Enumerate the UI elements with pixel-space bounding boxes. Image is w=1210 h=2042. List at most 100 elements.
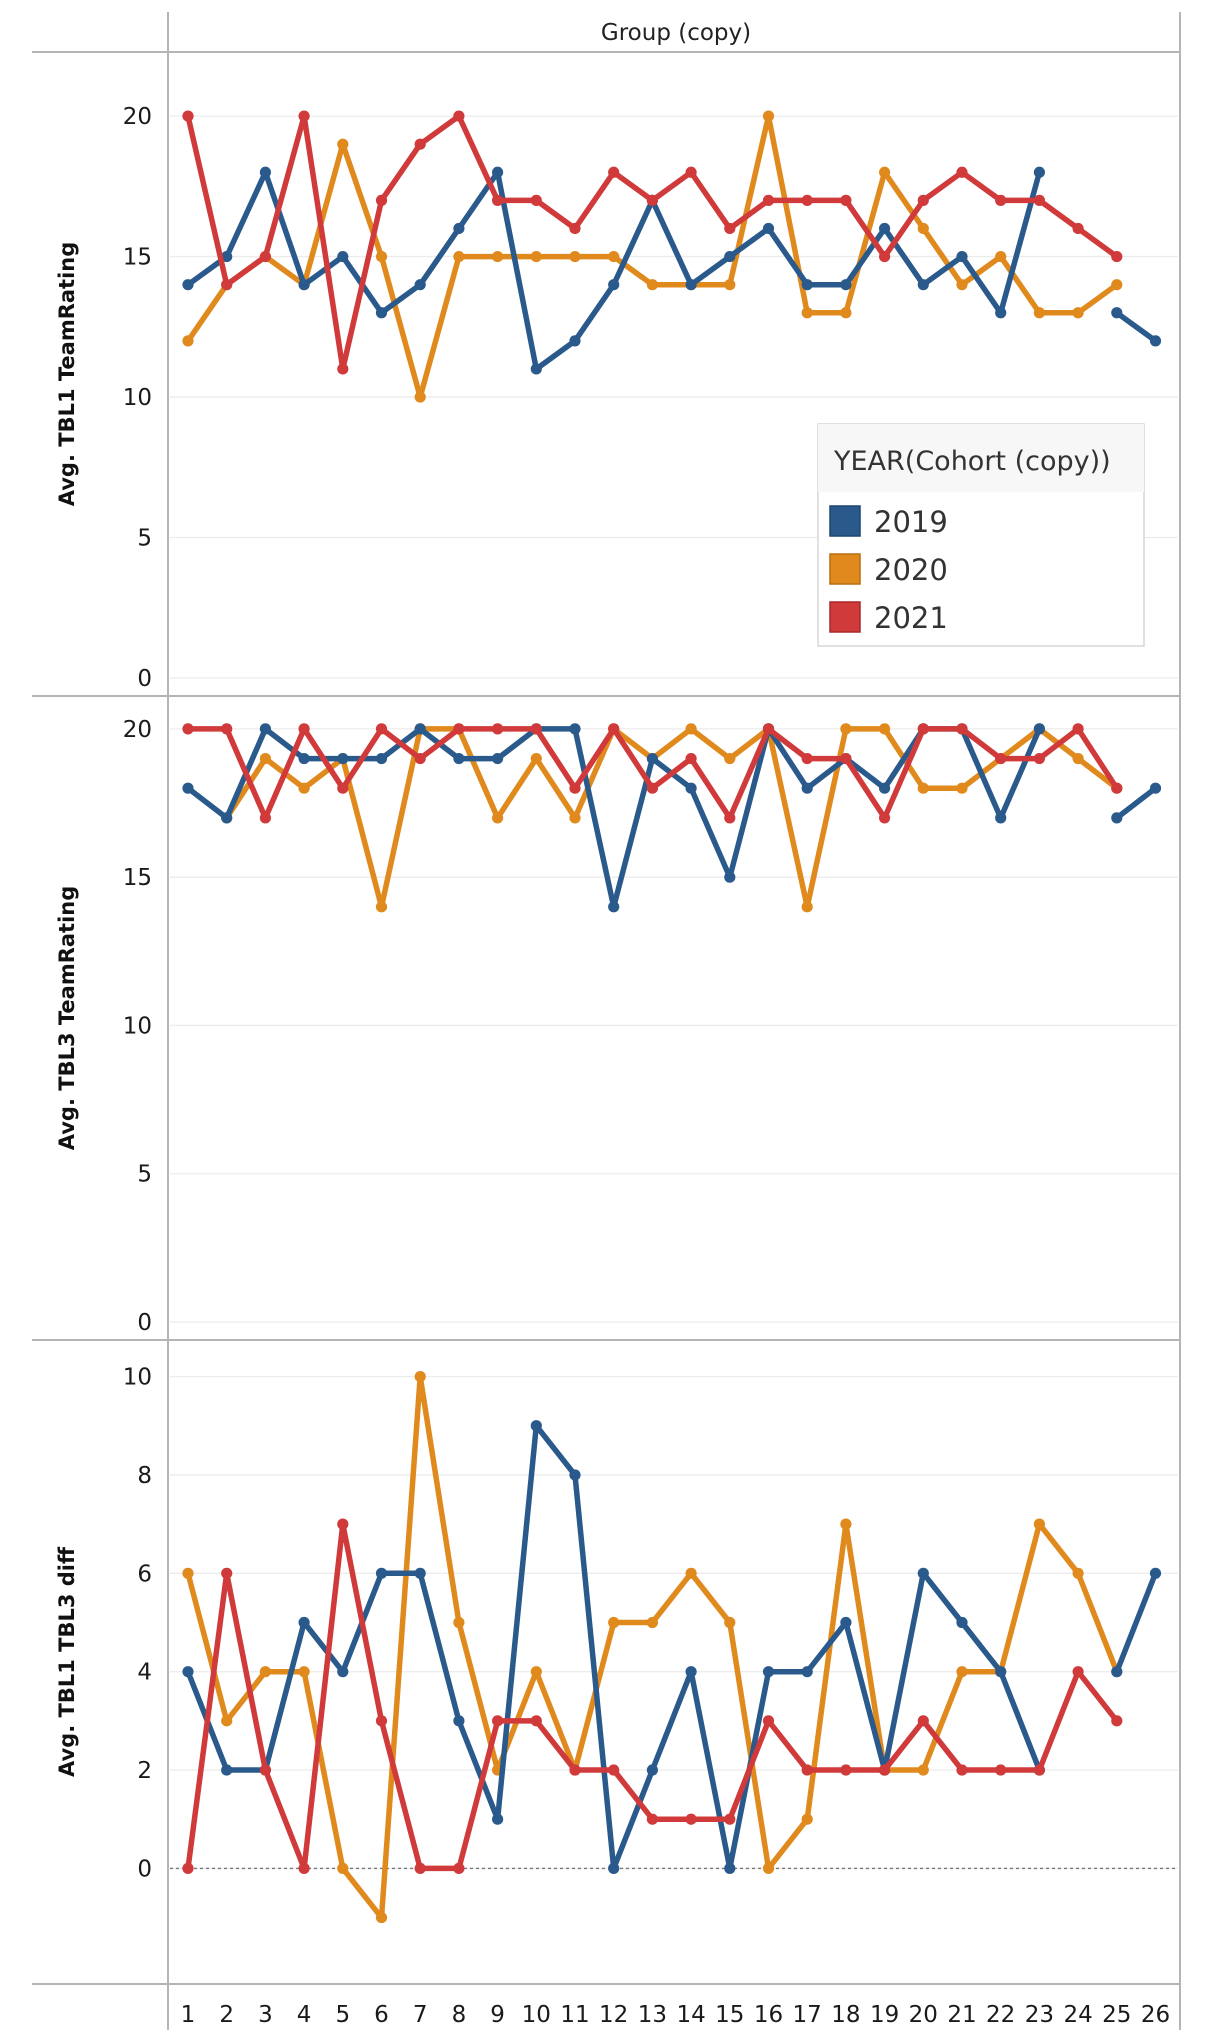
x-tick-label: 12 [599, 2002, 628, 2028]
data-point [453, 1616, 465, 1629]
data-point [917, 1567, 929, 1579]
y-tick-label: 10 [123, 1013, 152, 1039]
data-point [414, 752, 426, 765]
data-point [1072, 723, 1084, 735]
data-point [1149, 335, 1162, 347]
data-point [337, 1862, 349, 1874]
data-point [530, 194, 542, 206]
data-point [1111, 782, 1123, 794]
data-point [453, 110, 465, 122]
data-point [917, 1764, 929, 1776]
data-point [375, 250, 388, 263]
series-line-2020 [223, 726, 1120, 910]
data-point [879, 1764, 891, 1776]
data-point [530, 752, 542, 765]
data-point [569, 335, 581, 347]
legend-label-2019: 2019 [874, 505, 948, 539]
y-tick-label: 0 [137, 1856, 152, 1882]
data-point [530, 723, 542, 735]
data-point [608, 166, 620, 178]
data-point [221, 250, 233, 263]
data-point [414, 1862, 426, 1874]
data-point [492, 723, 504, 735]
data-point [492, 250, 504, 263]
x-tick-label: 25 [1102, 2002, 1131, 2028]
data-point [801, 307, 813, 319]
y-tick-label: 0 [137, 1310, 152, 1336]
legend-label-2020: 2020 [874, 553, 948, 587]
data-point [182, 782, 194, 794]
data-point [530, 363, 542, 375]
data-point [569, 812, 581, 824]
data-point [1033, 166, 1045, 178]
data-point [801, 782, 813, 794]
y-tick-label: 2 [137, 1758, 152, 1784]
data-point [685, 166, 697, 178]
data-point [569, 723, 581, 735]
data-point [608, 901, 620, 913]
data-point [917, 1715, 929, 1727]
data-point [182, 279, 194, 291]
y-tick-label: 15 [123, 245, 152, 271]
data-point [569, 1469, 581, 1481]
data-point [259, 166, 271, 178]
data-point [182, 335, 194, 347]
data-point [840, 1616, 852, 1629]
data-point [995, 1764, 1007, 1776]
data-point [182, 1567, 194, 1579]
series-line-2019 [1114, 310, 1159, 344]
data-point [646, 752, 659, 765]
data-point [259, 812, 271, 824]
data-point [1111, 812, 1123, 824]
data-point [995, 250, 1007, 263]
x-tick-label: 7 [413, 2002, 428, 2028]
series-2020 [182, 1370, 1123, 1924]
data-point [530, 250, 542, 263]
data-point [492, 752, 504, 765]
data-point [492, 194, 504, 206]
y-tick-label: 10 [123, 1365, 152, 1391]
legend-swatch-2019 [829, 505, 861, 537]
data-point [492, 812, 504, 824]
data-point [801, 1764, 813, 1776]
data-point [1072, 752, 1084, 765]
data-point [608, 1862, 620, 1874]
x-tick-label: 13 [638, 2002, 667, 2028]
data-point [879, 222, 891, 235]
data-point [414, 138, 426, 150]
data-point [492, 166, 504, 178]
data-point [724, 250, 736, 263]
series-line-2019 [1114, 1570, 1159, 1675]
data-point [801, 901, 813, 913]
data-point [724, 752, 736, 765]
data-point [298, 1616, 310, 1629]
x-tick-label: 23 [1025, 2002, 1054, 2028]
data-point [762, 194, 775, 206]
data-point [762, 1715, 775, 1727]
data-point [337, 363, 349, 375]
data-point [530, 1666, 542, 1678]
x-tick-label: 3 [258, 2002, 273, 2028]
y-tick-label: 0 [137, 666, 152, 692]
x-tick-label: 4 [297, 2002, 312, 2028]
data-point [685, 1666, 697, 1678]
x-tick-label: 10 [522, 2002, 551, 2028]
data-point [879, 723, 891, 735]
data-point [685, 279, 697, 291]
y-tick-label: 15 [123, 865, 152, 891]
y-tick-label: 20 [123, 104, 152, 130]
x-tick-label: 5 [335, 2002, 350, 2028]
data-point [724, 1862, 736, 1874]
data-point [608, 723, 620, 735]
legend-swatch-2021 [829, 601, 861, 633]
data-point [375, 194, 388, 206]
data-point [840, 1518, 852, 1530]
data-point [337, 1666, 349, 1678]
data-point [414, 279, 426, 291]
data-point [608, 1764, 620, 1776]
data-point [646, 1813, 659, 1825]
data-point [840, 194, 852, 206]
data-point [956, 1616, 968, 1629]
data-point [569, 1764, 581, 1776]
data-point [995, 307, 1007, 319]
